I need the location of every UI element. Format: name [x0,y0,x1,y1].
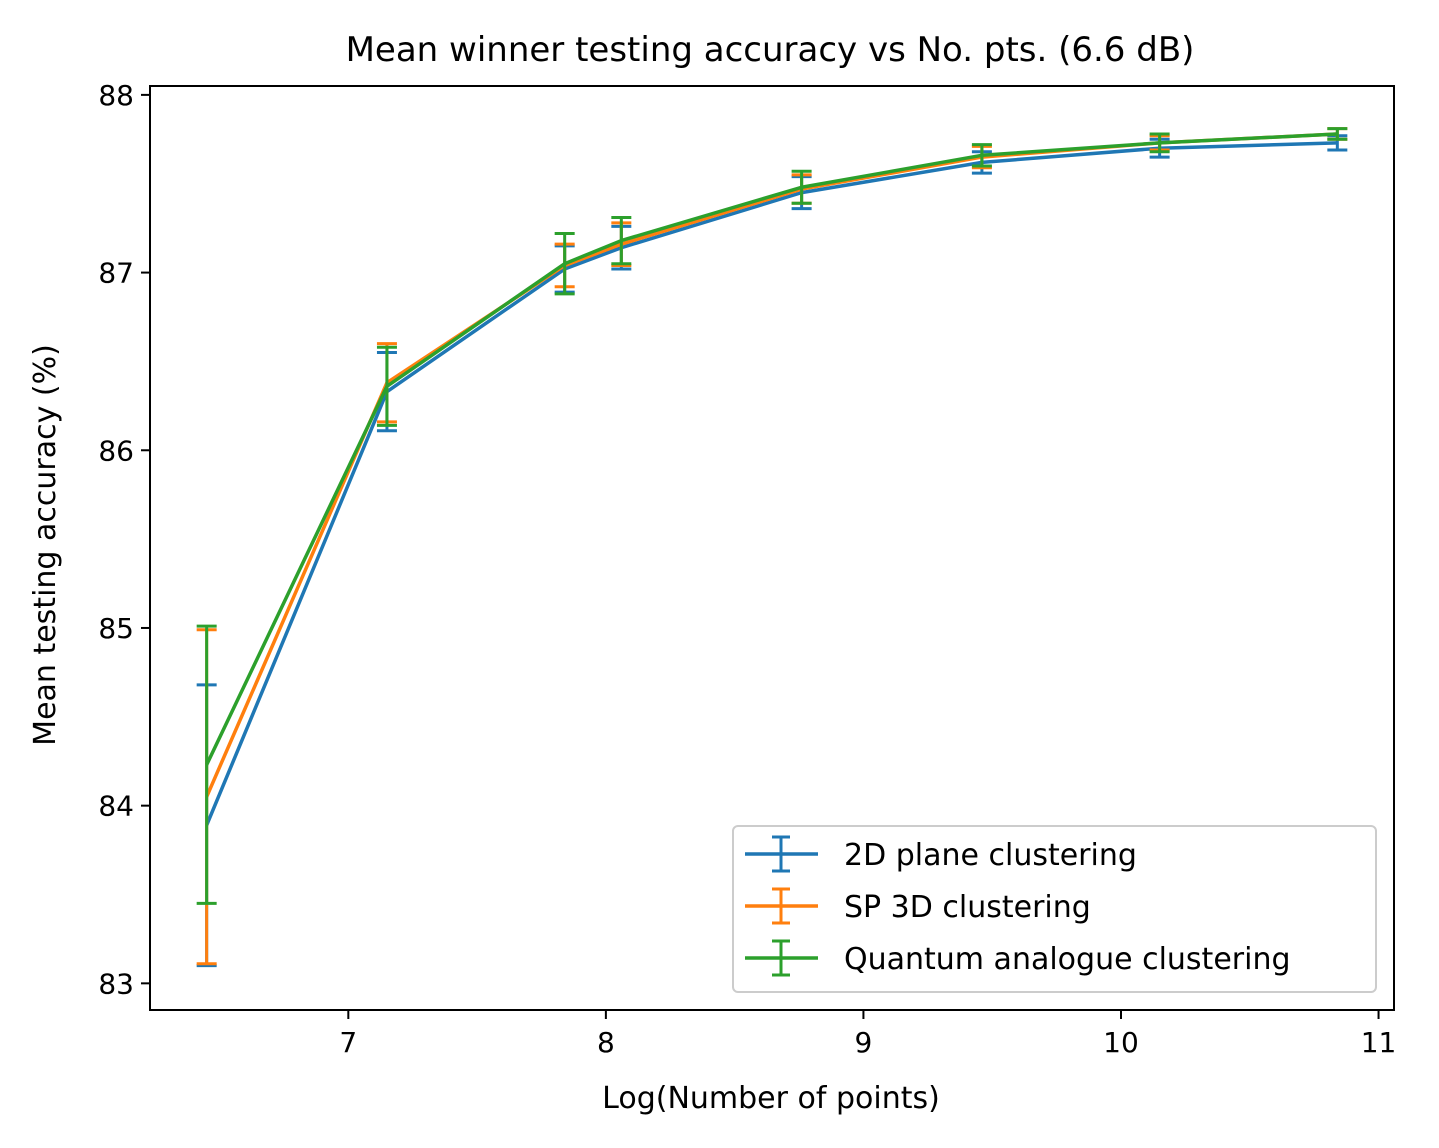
x-tick-label: 11 [1361,1026,1397,1059]
x-tick-label: 7 [339,1026,357,1059]
legend: 2D plane clustering SP 3D clustering Quant… [732,825,1377,993]
x-tick-label: 10 [1103,1026,1139,1059]
x-tick-label: 8 [597,1026,615,1059]
y-tick-label: 86 [98,434,134,467]
y-tick-label: 85 [98,612,134,645]
series-line [205,141,1338,826]
axes: 7 8 9 10 11 83 84 85 86 87 88 [98,79,1396,1059]
legend-box [732,825,1377,993]
x-axis-label: Log(Number of points) [602,1081,940,1116]
legend-label: Quantum analogue clustering [844,942,1291,977]
chart-title: Mean winner testing accuracy vs No. pts.… [346,30,1195,70]
legend-entry: 2D plane clustering [745,835,1137,873]
series-line [205,132,1338,798]
legend-entry: Quantum analogue clustering [745,939,1291,977]
legend-entry: SP 3D clustering [745,887,1091,925]
series-3 [196,127,1348,905]
plot-area [196,127,1348,968]
legend-label: SP 3D clustering [844,890,1091,925]
x-tick-label: 9 [855,1026,873,1059]
y-tick-label: 87 [98,257,134,290]
y-axis-label: Mean testing accuracy (%) [28,344,63,746]
legend-label: 2D plane clustering [844,838,1137,873]
y-tick-label: 88 [98,79,134,112]
axes-frame [149,85,1395,1011]
y-tick-label: 84 [98,790,134,823]
series-line [205,132,1338,766]
y-tick-label: 83 [98,967,134,1000]
